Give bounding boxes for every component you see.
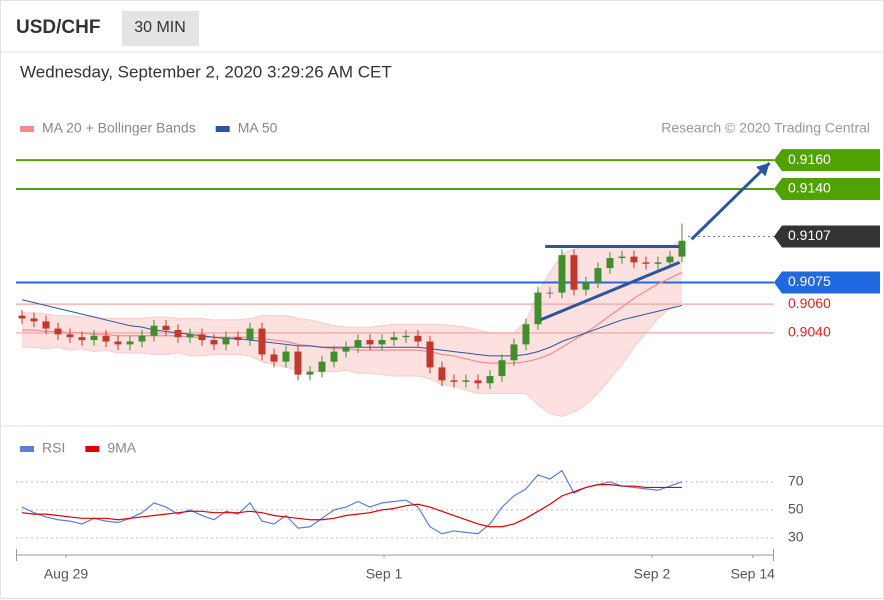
candle-body bbox=[330, 351, 338, 362]
level-box bbox=[774, 271, 880, 294]
x-tick-label: Aug 29 bbox=[44, 566, 89, 582]
candle-body bbox=[186, 334, 194, 338]
x-tick-label: Sep 1 bbox=[366, 566, 403, 582]
candle-body bbox=[378, 340, 386, 345]
level-label: 0.9075 bbox=[788, 273, 831, 289]
level-box bbox=[774, 225, 880, 248]
candle-body bbox=[54, 328, 62, 335]
arrow-head bbox=[756, 163, 770, 177]
candle-body bbox=[246, 328, 254, 341]
candle-body bbox=[678, 240, 686, 257]
legend-label: 9MA bbox=[107, 440, 136, 456]
rsi-line bbox=[21, 484, 682, 528]
candle-body bbox=[390, 337, 398, 341]
legend-swatch bbox=[20, 126, 34, 132]
level-box bbox=[774, 177, 880, 200]
x-tick-label: Sep 14 bbox=[731, 566, 776, 582]
legend-swatch bbox=[215, 126, 230, 132]
candle-body bbox=[150, 325, 158, 336]
y-tick-label: 50 bbox=[788, 501, 804, 517]
credit: Research © 2020 Trading Central bbox=[661, 120, 870, 136]
candle-body bbox=[342, 347, 350, 352]
candle-body bbox=[162, 325, 170, 330]
candle-body bbox=[306, 371, 314, 375]
level-label: 0.9060 bbox=[788, 295, 831, 311]
candle-body bbox=[450, 380, 458, 382]
legend-swatch bbox=[85, 446, 100, 452]
candle-body bbox=[558, 255, 566, 293]
level-box bbox=[774, 149, 880, 172]
candle-body bbox=[426, 341, 434, 368]
candle-body bbox=[366, 340, 374, 345]
candle-body bbox=[66, 334, 74, 338]
candle-body bbox=[462, 380, 470, 382]
candle-body bbox=[282, 351, 290, 362]
candle-body bbox=[126, 341, 134, 345]
candle-body bbox=[42, 321, 50, 329]
candle-body bbox=[498, 360, 506, 377]
candle-body bbox=[642, 262, 650, 264]
timestamp: Wednesday, September 2, 2020 3:29:26 AM … bbox=[20, 62, 392, 81]
candle-body bbox=[18, 315, 26, 319]
bollinger-band bbox=[21, 240, 682, 417]
level-label: 0.9040 bbox=[788, 324, 831, 340]
arrow bbox=[690, 161, 771, 241]
candle-body bbox=[570, 255, 578, 290]
candle-body bbox=[318, 361, 326, 372]
legend-label: RSI bbox=[42, 440, 65, 456]
candle-body bbox=[618, 256, 626, 259]
x-tick-label: Sep 2 bbox=[634, 566, 671, 582]
candle-body bbox=[438, 367, 446, 381]
interval-badge[interactable] bbox=[122, 11, 199, 46]
candle-body bbox=[354, 340, 362, 348]
candle-body bbox=[30, 318, 38, 322]
candle-body bbox=[606, 258, 614, 269]
candle-body bbox=[474, 380, 482, 384]
candle-body bbox=[138, 335, 146, 342]
candle-body bbox=[510, 344, 518, 361]
candle-body bbox=[102, 335, 110, 342]
candle-body bbox=[90, 335, 98, 341]
candle-body bbox=[114, 341, 122, 345]
candle-body bbox=[174, 330, 182, 338]
candle-body bbox=[522, 324, 530, 345]
candle-body bbox=[210, 340, 218, 345]
candle-body bbox=[546, 292, 554, 294]
candle-body bbox=[222, 337, 230, 345]
candle-body bbox=[486, 376, 494, 384]
interval[interactable]: 30 MIN bbox=[134, 19, 186, 36]
symbol: USD/CHF bbox=[16, 17, 100, 38]
legend-label: MA 20 + Bollinger Bands bbox=[42, 120, 196, 136]
candle-body bbox=[654, 262, 662, 264]
candle-body bbox=[594, 268, 602, 283]
upper-band bbox=[21, 240, 683, 334]
line bbox=[539, 260, 681, 322]
candle-body bbox=[78, 337, 86, 341]
candle-body bbox=[198, 334, 206, 341]
moving-average bbox=[21, 299, 683, 357]
lower-band bbox=[21, 300, 683, 417]
level-label: 0.9107 bbox=[788, 227, 831, 243]
candle-body bbox=[630, 256, 638, 263]
level-label: 0.9160 bbox=[788, 151, 831, 167]
y-tick-label: 70 bbox=[788, 473, 804, 489]
candle-body bbox=[414, 335, 422, 342]
moving-average bbox=[21, 271, 683, 364]
candle-body bbox=[270, 354, 278, 362]
level-label: 0.9140 bbox=[788, 180, 831, 196]
legend-label: MA 50 bbox=[238, 120, 278, 136]
legend-swatch bbox=[20, 446, 34, 452]
candle-body bbox=[534, 292, 542, 325]
candle-body bbox=[258, 328, 266, 355]
candle-body bbox=[666, 256, 674, 263]
candle-body bbox=[234, 337, 242, 341]
y-tick-label: 30 bbox=[788, 529, 804, 545]
candle-body bbox=[582, 282, 590, 290]
rsi-line bbox=[21, 469, 683, 535]
candle-body bbox=[402, 335, 410, 338]
candle-body bbox=[294, 351, 302, 375]
